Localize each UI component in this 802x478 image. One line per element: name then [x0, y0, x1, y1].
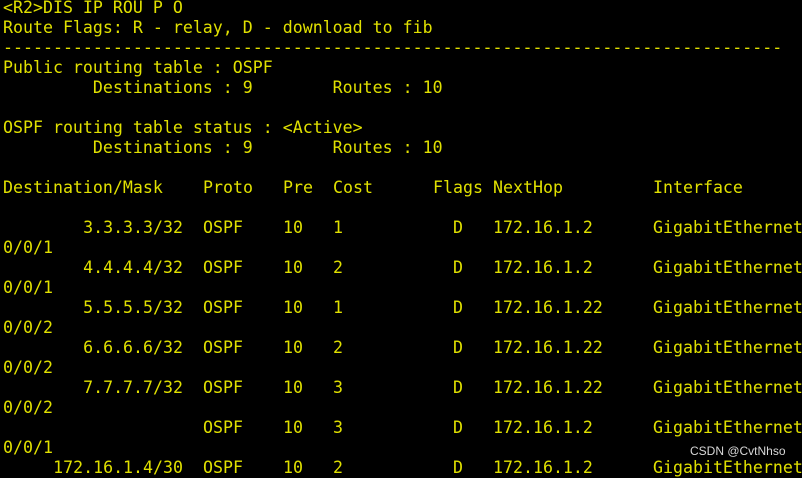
- status-summary: Destinations : 9 Routes : 10: [3, 138, 443, 157]
- cell-iface: GigabitEthernet: [653, 378, 802, 397]
- cell-nexthop: 172.16.1.2: [493, 258, 593, 277]
- separator: ----------------------------------------…: [3, 38, 783, 57]
- cell-dest: 172.16.1.4/30: [53, 458, 183, 477]
- cell-cost: 2: [333, 338, 343, 357]
- table-row: 172.16.1.4/30 OSPF 10 2 D 172.16.1.2 GigabitEt…: [3, 458, 802, 478]
- cell-nexthop: 172.16.1.22: [493, 378, 603, 397]
- cell-cost: 2: [333, 258, 343, 277]
- header-pre: Pre: [283, 178, 313, 197]
- cell-proto: OSPF: [203, 338, 243, 357]
- cell-iface: GigabitEthernet: [653, 258, 802, 277]
- header-proto: Proto: [203, 178, 253, 197]
- cell-iface: GigabitEthernet: [653, 338, 802, 357]
- cell-iface: GigabitEthernet: [653, 418, 802, 437]
- cell-cost: 3: [333, 378, 343, 397]
- table-row: 6.6.6.6/32 OSPF 10 2 D 172.16.1.22 GigabitEthe…: [3, 338, 802, 358]
- interface-continuation: 0/0/2: [3, 398, 53, 417]
- cell-flags: D: [453, 258, 463, 277]
- cell-nexthop: 172.16.1.2: [493, 418, 593, 437]
- header-dest: Destination/Mask: [3, 178, 163, 197]
- interface-continuation: 0/0/1: [3, 278, 53, 297]
- command-line: <R2>DIS IP ROU P O: [3, 0, 183, 17]
- cell-nexthop: 172.16.1.22: [493, 338, 603, 357]
- cell-pre: 10: [283, 218, 303, 237]
- cell-nexthop: 172.16.1.2: [493, 458, 593, 477]
- cell-flags: D: [453, 218, 463, 237]
- cell-pre: 10: [283, 338, 303, 357]
- header-nexthop: NextHop: [493, 178, 563, 197]
- cell-dest: 5.5.5.5/32: [83, 298, 183, 317]
- interface-continuation: 0/0/1: [3, 238, 53, 257]
- watermark: CSDN @CvtNhso: [690, 444, 786, 458]
- cell-dest: 4.4.4.4/32: [83, 258, 183, 277]
- interface-continuation: 0/0/2: [3, 318, 53, 337]
- cell-dest: 6.6.6.6/32: [83, 338, 183, 357]
- cell-flags: D: [453, 338, 463, 357]
- cell-proto: OSPF: [203, 218, 243, 237]
- cell-proto: OSPF: [203, 418, 243, 437]
- cell-dest: 7.7.7.7/32: [83, 378, 183, 397]
- table-row: 7.7.7.7/32 OSPF 10 3 D 172.16.1.22 GigabitEthe…: [3, 378, 802, 398]
- status-title: OSPF routing table status : <Active>: [3, 118, 363, 137]
- cell-pre: 10: [283, 258, 303, 277]
- cell-nexthop: 172.16.1.2: [493, 218, 593, 237]
- cell-cost: 2: [333, 458, 343, 477]
- public-summary: Destinations : 9 Routes : 10: [3, 78, 443, 97]
- cell-flags: D: [453, 378, 463, 397]
- cell-iface: GigabitEthernet: [653, 458, 802, 477]
- public-table-title: Public routing table : OSPF: [3, 58, 273, 77]
- cell-flags: D: [453, 418, 463, 437]
- cell-proto: OSPF: [203, 298, 243, 317]
- cell-cost: 3: [333, 418, 343, 437]
- cell-dest: 3.3.3.3/32: [83, 218, 183, 237]
- interface-continuation: 0/0/1: [3, 438, 53, 457]
- cell-cost: 1: [333, 218, 343, 237]
- table-row: 5.5.5.5/32 OSPF 10 1 D 172.16.1.22 GigabitEthe…: [3, 298, 802, 318]
- cell-proto: OSPF: [203, 378, 243, 397]
- interface-continuation: 0/0/2: [3, 358, 53, 377]
- header-flags: Flags: [433, 178, 483, 197]
- table-header: Destination/Mask Proto Pre Cost Flags Ne…: [3, 178, 802, 198]
- cell-pre: 10: [283, 378, 303, 397]
- cell-proto: OSPF: [203, 458, 243, 477]
- flags-legend: Route Flags: R - relay, D - download to …: [3, 18, 433, 37]
- cell-flags: D: [453, 298, 463, 317]
- cell-pre: 10: [283, 418, 303, 437]
- cell-pre: 10: [283, 298, 303, 317]
- cell-iface: GigabitEthernet: [653, 218, 802, 237]
- cell-nexthop: 172.16.1.22: [493, 298, 603, 317]
- cell-iface: GigabitEthernet: [653, 298, 802, 317]
- cell-pre: 10: [283, 458, 303, 477]
- cell-cost: 1: [333, 298, 343, 317]
- header-iface: Interface: [653, 178, 743, 197]
- table-row: 3.3.3.3/32 OSPF 10 1 D 172.16.1.2 GigabitEther…: [3, 218, 802, 238]
- cell-proto: OSPF: [203, 258, 243, 277]
- table-row: 4.4.4.4/32 OSPF 10 2 D 172.16.1.2 GigabitEther…: [3, 258, 802, 278]
- header-cost: Cost: [333, 178, 373, 197]
- table-row: OSPF 10 3 D 172.16.1.2 GigabitEthernet: [3, 418, 802, 438]
- cell-flags: D: [453, 458, 463, 477]
